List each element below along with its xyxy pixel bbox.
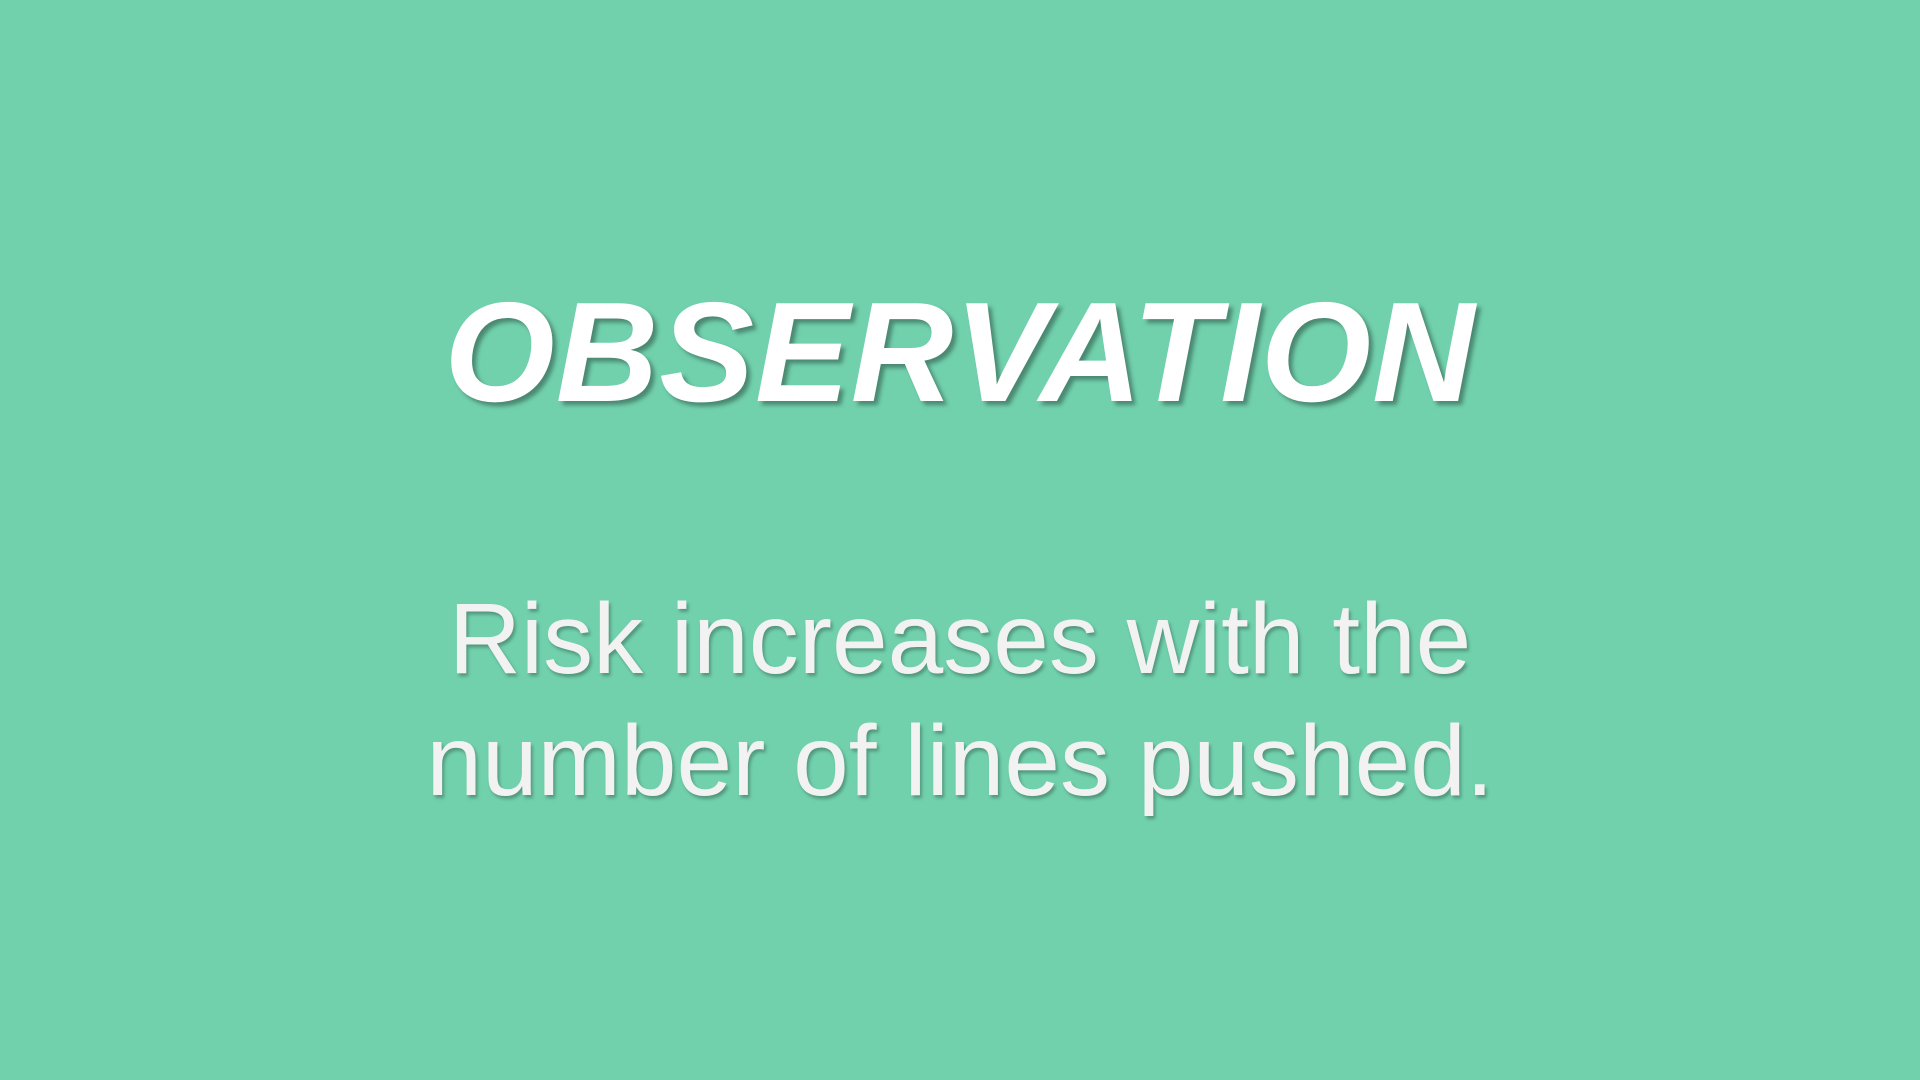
slide-title: OBSERVATION [444,273,1476,432]
slide-body: Risk increases with the number of lines … [0,578,1920,822]
body-line: number of lines pushed. [426,705,1494,817]
body-line: Risk increases with the [448,583,1472,695]
